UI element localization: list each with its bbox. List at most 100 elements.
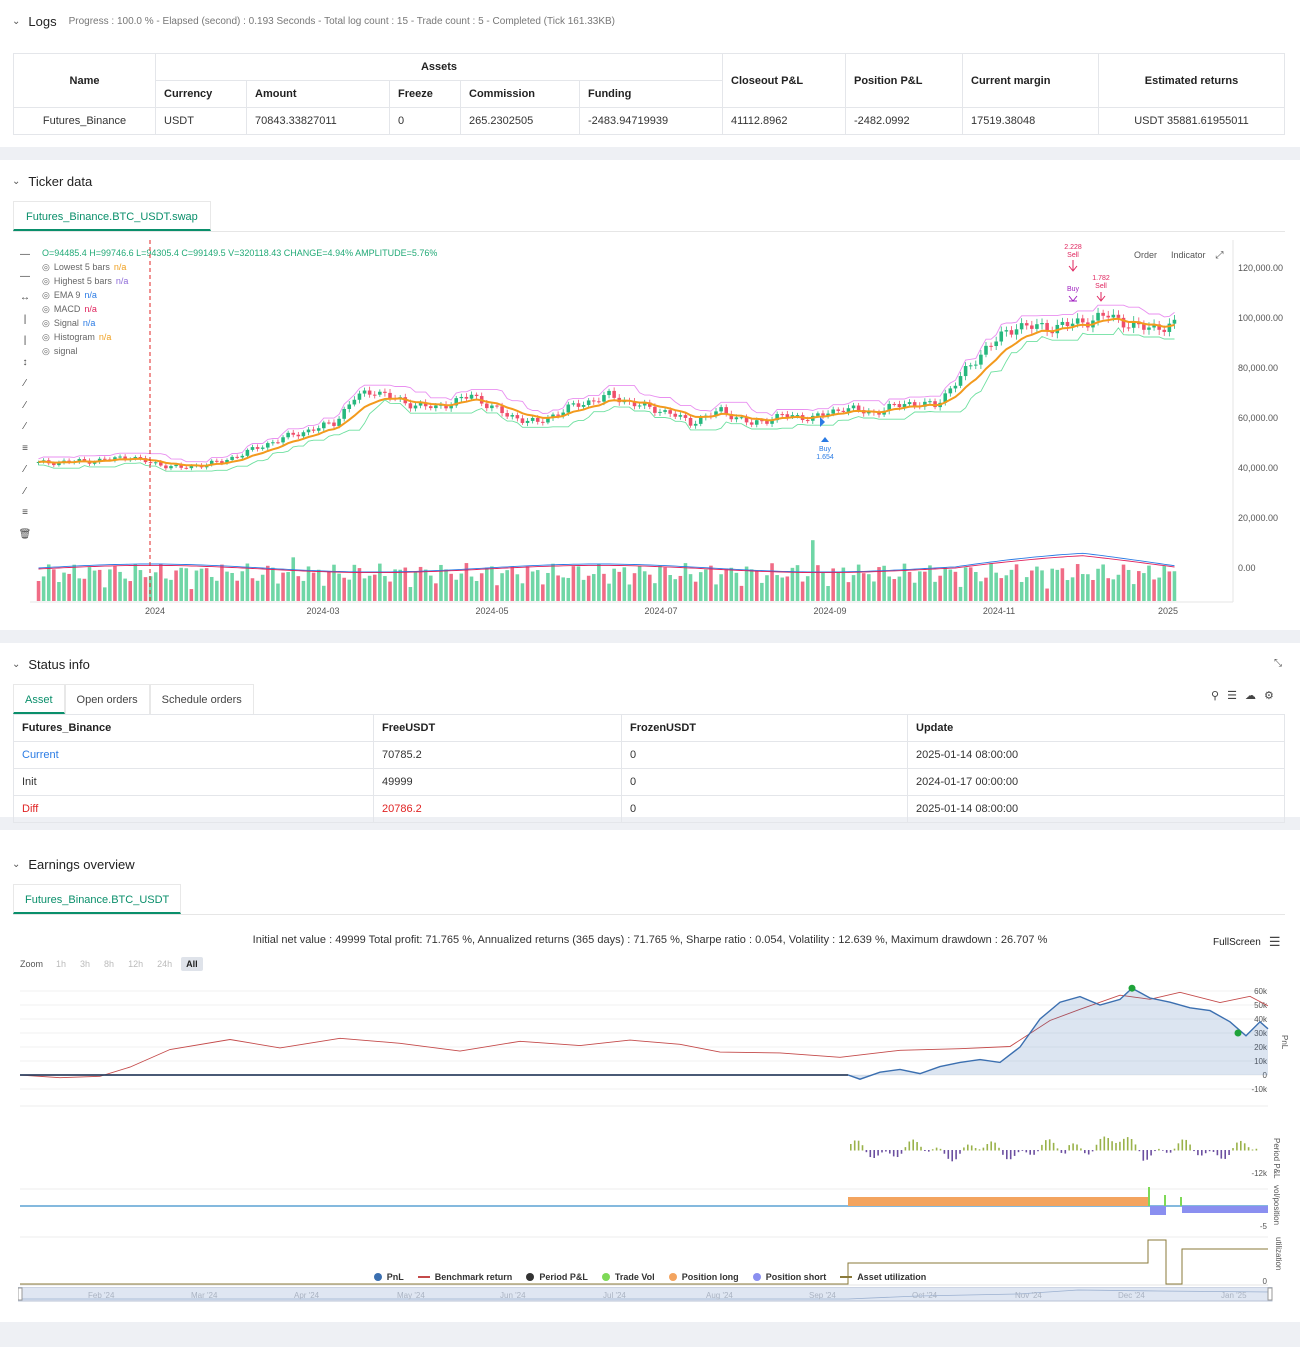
period-bar [1072,1143,1074,1151]
zoom-option[interactable]: 12h [128,959,144,969]
fib-levels-icon[interactable]: ≡ [22,507,28,518]
candle-body [892,403,897,405]
legend-item[interactable]: Position short [752,1272,827,1282]
eye-icon[interactable]: ◎ [42,276,50,286]
search-icon[interactable]: ⚲ [1211,690,1220,702]
chart-buttons: Order Indicator ⤢ [1130,248,1224,262]
eye-icon[interactable]: ◎ [42,332,50,342]
cloud-upload-icon[interactable]: ☁ [1244,690,1256,702]
volume-bar [765,575,769,601]
eye-icon[interactable]: ◎ [42,262,50,272]
zoom-option[interactable]: All [181,957,203,971]
legend-item[interactable]: Benchmark return [417,1272,512,1282]
volume-bar [821,571,825,601]
legend-item[interactable]: PnL [373,1272,404,1282]
chevron-down-icon[interactable]: ⌄ [12,859,21,870]
volume-bar [36,581,41,601]
tab-btc-usdt-swap[interactable]: Futures_Binance.BTC_USDT.swap [13,201,211,231]
vertical-arrow-icon[interactable]: ↕ [22,356,28,368]
earnings-header[interactable]: ⌄ Earnings overview [12,857,135,872]
indicator-legend-item[interactable]: ◎ Highest 5 bars n/a [42,274,437,288]
logs-header[interactable]: ⌄ Logs Progress : 100.0 % - Elapsed (sec… [12,14,615,29]
indicator-legend-item[interactable]: ◎ Histogram n/a [42,330,437,344]
nav-tick-label: Jan '25 [1221,1291,1247,1300]
tab-asset[interactable]: Asset [13,684,65,714]
zoom-option[interactable]: 1h [56,959,67,969]
vertical-line-icon[interactable]: | [23,313,27,325]
candle-body [245,449,250,456]
gear-icon[interactable]: ⚙ [1263,690,1274,702]
fib-icon[interactable]: ⁄ [24,485,26,497]
candle-body [1116,314,1121,318]
legend-item[interactable]: Period P&L [526,1272,588,1282]
status-header[interactable]: ⌄ Status info [12,657,90,672]
tab-schedule-orders[interactable]: Schedule orders [149,684,254,714]
indicator-button[interactable]: Indicator [1171,250,1206,260]
legend-item[interactable]: Asset utilization [840,1272,926,1282]
zoom-option[interactable]: 8h [104,959,115,969]
expand-icon[interactable]: ⤢ [1215,249,1224,261]
eye-icon[interactable]: ◎ [42,346,50,356]
eye-icon[interactable]: ◎ [42,318,50,328]
ticker-header[interactable]: ⌄ Ticker data [12,174,92,189]
candlestick-chart[interactable]: 120,000.00 100,000.00 80,000.00 60,000.00 40… [0,240,1300,620]
indicator-legend-item[interactable]: ◎ Lowest 5 bars n/a [42,260,437,274]
menu-icon[interactable]: ☰ [1268,934,1281,949]
horizontal-ray-icon[interactable]: ↔ [20,292,30,303]
list-icon[interactable]: ☰ [1227,690,1237,702]
indicator-legend-item[interactable]: ◎ signal [42,344,437,358]
period-bar [1029,1150,1031,1155]
order-button[interactable]: Order [1134,250,1158,260]
price-line-icon[interactable]: ≡ [22,442,28,454]
indicator-legend-item[interactable]: ◎ MACD n/a [42,302,437,316]
min-marker [1234,1029,1242,1037]
candle-body [576,403,581,407]
legend-label: Position short [765,1272,827,1282]
eye-icon[interactable]: ◎ [42,304,50,314]
period-bar [1130,1139,1133,1151]
period-bar [1084,1150,1086,1154]
candle-body [82,459,87,461]
candle-body [1019,323,1024,330]
ray-line-icon[interactable]: ∕ [24,399,26,411]
legend-item[interactable]: Trade Vol [601,1272,655,1282]
period-bar [1048,1139,1051,1151]
indicator-label: Lowest 5 bars [53,262,110,272]
chevron-down-icon[interactable]: ⌄ [12,176,21,187]
eye-icon[interactable]: ◎ [42,290,50,300]
volume-bar [1101,564,1105,601]
position-pane: -5 vol/position [20,1185,1281,1231]
trend-line-icon[interactable]: ∕ [24,378,26,389]
zoom-option[interactable]: 24h [157,959,173,969]
tab-btc-usdt[interactable]: Futures_Binance.BTC_USDT [13,884,182,914]
period-bar [1017,1150,1020,1153]
position-short-area [1182,1206,1268,1213]
volume-bar [617,571,622,601]
extended-line-icon[interactable]: ∕ [24,421,26,432]
vol-axis-label: vol/position [1272,1185,1281,1225]
trash-icon[interactable]: 🗑 [18,528,32,540]
period-bar [1247,1147,1250,1151]
zoom-option[interactable]: 3h [80,959,91,969]
candle-body [749,422,754,425]
tab-open-orders[interactable]: Open orders [64,684,150,714]
fullscreen-button[interactable]: FullScreen [1213,936,1261,948]
indicator-legend-item[interactable]: ◎ EMA 9 n/a [42,288,437,302]
candle-body [790,415,795,418]
y-tick-label: 40,000.00 [1238,463,1278,473]
indicator-legend-item[interactable]: ◎ Signal n/a [42,316,437,330]
parallel-channel-icon[interactable]: ⁄ [24,464,26,475]
chevron-down-icon[interactable]: ⌄ [12,16,21,27]
candle-body [357,393,362,400]
collapse-icon[interactable]: ⤡ [1274,658,1282,669]
chevron-down-icon[interactable]: ⌄ [12,659,21,670]
asset-table: Futures_Binance FreeUSDT FrozenUSDT Upda… [13,714,1285,823]
cell-position: -2482.0992 [845,107,963,135]
horizontal-line-icon[interactable]: — [20,270,30,282]
legend-item[interactable]: Position long [668,1272,739,1282]
period-bar [1169,1150,1172,1153]
range-navigator[interactable]: Feb '24 Mar '24 Apr '24 May '24 Jun '24 Jul '… [18,1287,1278,1303]
vertical-segment-icon[interactable]: | [23,335,27,346]
volume-bar [347,579,352,601]
crosshair-icon[interactable]: — [20,249,30,260]
